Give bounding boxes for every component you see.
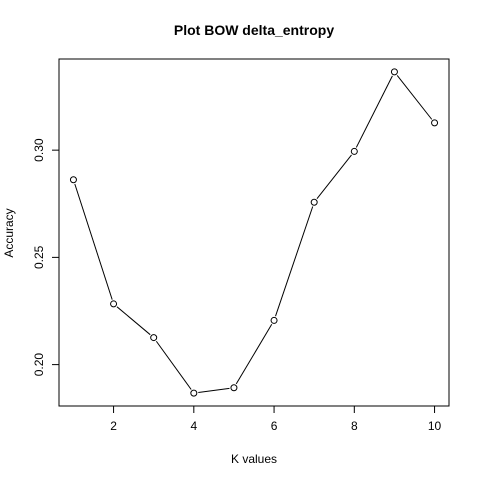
y-tick-label: 0.20: [32, 353, 46, 377]
x-tick-label: 6: [271, 419, 278, 433]
data-point: [310, 198, 318, 206]
series-line-segment: [396, 75, 433, 120]
y-tick-label: 0.25: [32, 245, 46, 269]
data-series: [69, 68, 439, 397]
data-point: [69, 176, 77, 184]
data-point: [110, 300, 118, 308]
x-axis-label: K values: [231, 452, 277, 466]
data-point: [270, 316, 278, 324]
series-line-segment: [355, 75, 393, 148]
series-line-segment: [116, 306, 151, 336]
x-tick-label: 8: [351, 419, 358, 433]
data-point: [150, 334, 158, 342]
data-point: [431, 119, 439, 127]
series-line-segment: [316, 154, 352, 200]
series-line-segment: [74, 183, 113, 300]
y-tick-label: 0.30: [32, 138, 46, 162]
series-line-segment: [155, 340, 192, 390]
data-point: [190, 389, 198, 397]
data-point: [350, 147, 358, 155]
x-tick-label: 2: [110, 419, 117, 433]
series-line-segment: [198, 387, 230, 394]
data-point: [230, 384, 238, 392]
y-axis: 0.20 0.25 0.30: [32, 138, 60, 377]
series-line-segment: [275, 206, 314, 317]
chart-title: Plot BOW delta_entropy: [174, 22, 334, 38]
y-axis-label: Accuracy: [2, 208, 16, 257]
x-axis: 2 4 6 8 10: [110, 405, 442, 433]
series-line-segment: [235, 324, 273, 385]
x-tick-label: 4: [190, 419, 197, 433]
x-tick-label: 10: [428, 419, 442, 433]
data-point: [390, 68, 398, 76]
